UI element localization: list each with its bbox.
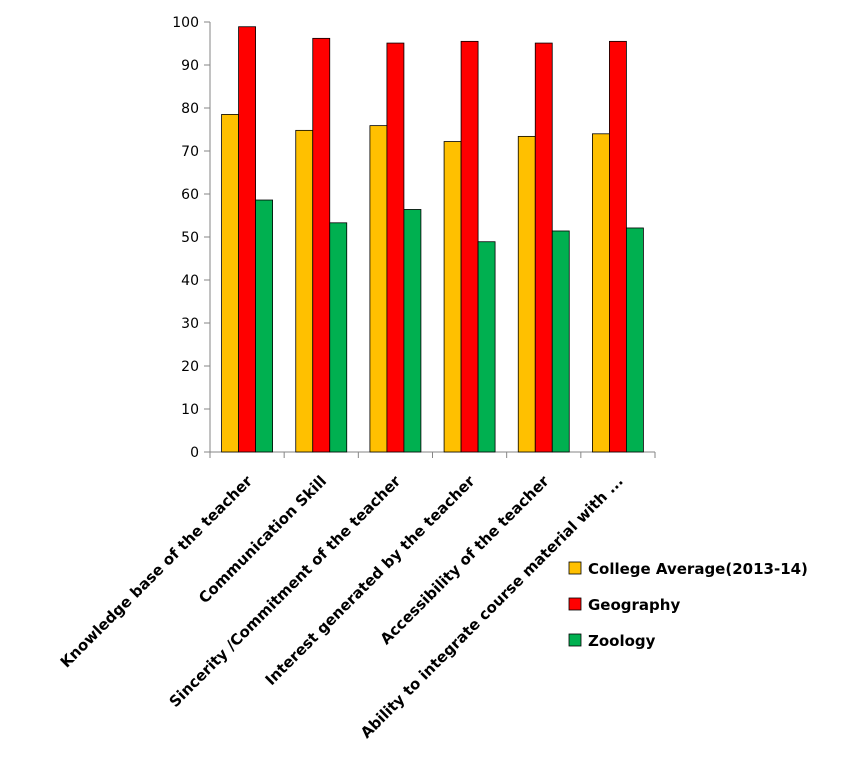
bar-college-average-2013-14 <box>221 114 239 453</box>
x-axis: Knowledge base of the teacherCommunicati… <box>57 451 656 742</box>
y-tick-label: 70 <box>181 144 199 160</box>
legend-swatch <box>568 633 582 647</box>
bar-zoology <box>626 227 644 453</box>
bar-zoology <box>329 222 348 453</box>
y-tick-label: 100 <box>172 15 199 31</box>
bar-zoology <box>477 241 496 453</box>
bar-geography <box>609 40 627 453</box>
bar-zoology <box>255 199 273 453</box>
legend-swatch <box>568 597 582 611</box>
bar-college-average-2013-14 <box>369 125 388 453</box>
bar-geography <box>238 26 256 453</box>
y-tick-label: 90 <box>181 58 199 74</box>
y-tick-label: 0 <box>190 445 199 461</box>
y-tick-label: 50 <box>181 230 199 246</box>
bar-zoology <box>403 209 422 453</box>
bar-college-average-2013-14 <box>517 135 536 453</box>
y-tick-label: 40 <box>181 273 199 289</box>
bar-college-average-2013-14 <box>592 133 610 453</box>
y-tick-label: 30 <box>181 316 199 332</box>
bar-geography <box>386 42 405 453</box>
bar-geography <box>460 40 479 453</box>
x-category-label: Ability to integrate course material wit… <box>357 472 627 742</box>
legend-swatch <box>568 561 582 575</box>
bar-geography <box>312 37 331 453</box>
y-tick-label: 80 <box>181 101 199 117</box>
bar-zoology <box>551 230 570 453</box>
legend-label: Geography <box>588 596 680 614</box>
y-tick-label: 60 <box>181 187 199 203</box>
x-category-label: Communication Skill <box>195 472 330 607</box>
legend: College Average(2013-14) Geography Zoology <box>568 560 808 650</box>
bar-college-average-2013-14 <box>443 141 462 453</box>
legend-label: Zoology <box>588 632 656 650</box>
y-axis: 0 10 20 30 40 50 60 70 80 90 100 <box>172 15 211 461</box>
legend-label: College Average(2013-14) <box>588 560 808 578</box>
y-tick-label: 10 <box>181 402 199 418</box>
y-tick-label: 20 <box>181 359 199 375</box>
bars-group <box>221 26 644 453</box>
bar-college-average-2013-14 <box>295 129 314 453</box>
bar-geography <box>534 42 553 453</box>
